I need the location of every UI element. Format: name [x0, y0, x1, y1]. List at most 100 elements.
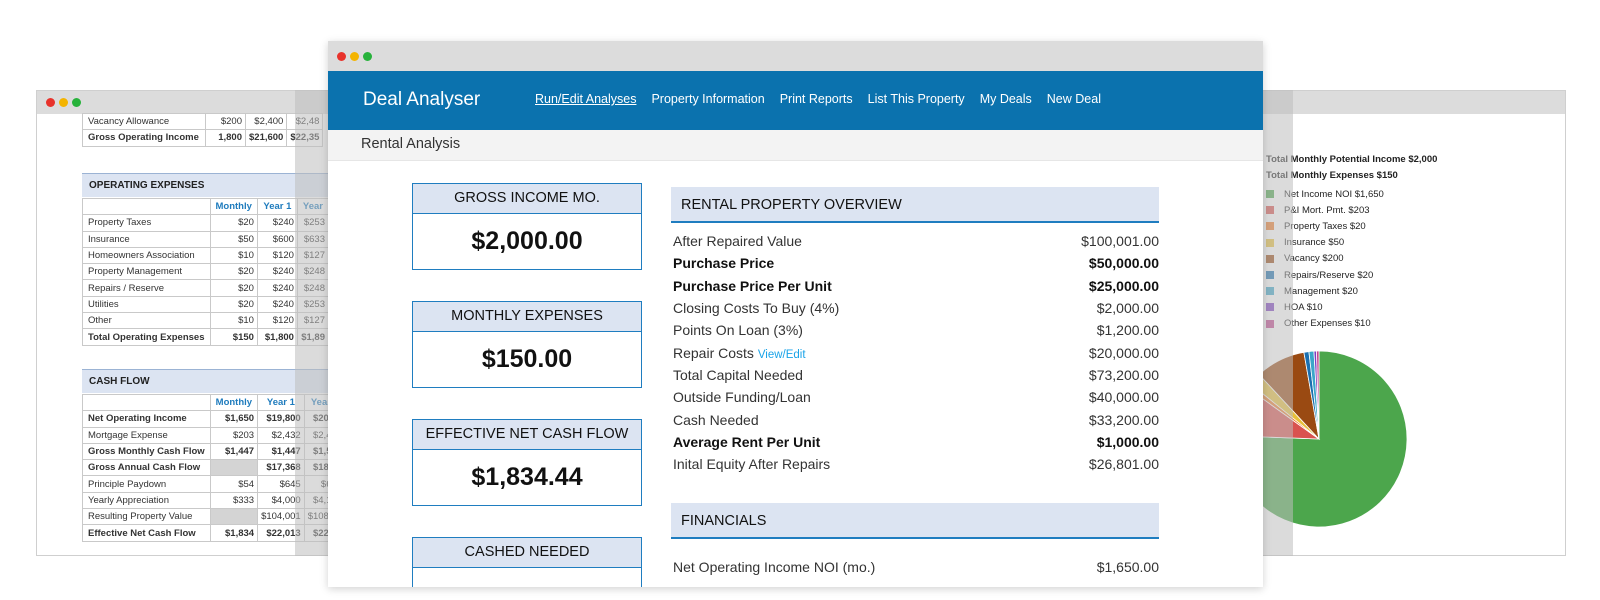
deal-analyser-window: Deal Analyser Run/Edit Analyses Property …: [328, 41, 1263, 587]
main-menu: Run/Edit Analyses Property Information Pri…: [535, 92, 1101, 106]
table-cell-label: Gross Operating Income: [82, 129, 206, 147]
row-label: Net Operating Income NOI (mo.): [673, 559, 876, 576]
legend-label: Insurance $50: [1284, 237, 1345, 249]
summary-card-title: CASHED NEEDED: [413, 538, 641, 568]
table-cell-label: Vacancy Allowance: [82, 112, 206, 131]
overview-row: Closing Costs To Buy (4%) $2,000.00: [673, 297, 1159, 319]
nav-item[interactable]: My Deals: [979, 92, 1032, 106]
page-title: Rental Analysis: [361, 136, 461, 152]
row-value: $73,200.00: [1088, 366, 1159, 383]
overview-row: Repair Costs View/Edit $20,000.00: [673, 341, 1159, 363]
nav-item[interactable]: Run/Edit Analyses: [535, 92, 637, 106]
header-blank: [82, 197, 211, 216]
overview-row: Net Operating Income NOI (mo.) $1,650.00: [673, 556, 1159, 578]
close-window-button[interactable]: [46, 98, 55, 107]
summary-card-value: $2,000.00: [471, 227, 583, 255]
table-cell-value: $120: [256, 312, 298, 330]
table-row: Homeowners Association$10$120$127: [82, 246, 330, 265]
legend-label: Repairs/Reserve $20: [1284, 269, 1374, 281]
table-cell-value: $10: [209, 246, 258, 265]
table-cell-value: $120: [256, 246, 298, 265]
table-cell-value: $54: [209, 475, 259, 493]
nav-item[interactable]: Print Reports: [779, 92, 853, 106]
legend-title-income: Total Monthly Potential Income $2,000: [1266, 154, 1438, 165]
window-titlebar: [1211, 91, 1565, 114]
table-row: Property Taxes$20$240$253: [82, 214, 330, 232]
income-table: Vacancy Allowance$200$2,400$2,48Gross Op…: [82, 112, 324, 147]
table-cell-label: Yearly Appreciation: [82, 491, 211, 510]
table-cell-label: Resulting Property Value: [82, 508, 211, 526]
summary-card: EFFECTIVE NET CASH FLOW $1,834.44: [412, 419, 642, 506]
table-cell-label: Net Operating Income: [82, 410, 211, 428]
table-cell-value: $50: [209, 230, 258, 248]
column-header: Monthly: [209, 197, 258, 216]
table-row: Vacancy Allowance$200$2,400$2,48: [82, 112, 324, 131]
row-label: Outside Funding/Loan: [673, 389, 811, 406]
summary-card-value: $150.00: [481, 345, 573, 373]
table-cell-value: $20: [209, 214, 258, 232]
table-cell-label: Property Taxes: [82, 214, 211, 232]
pie-slice: [1316, 350, 1320, 440]
legend-label: Other Expenses $10: [1284, 318, 1371, 330]
minimize-window-button[interactable]: [59, 98, 68, 107]
summary-card: GROSS INCOME MO. $2,000.00: [412, 183, 642, 270]
overview-row: Average Rent Per Unit $1,000.00: [673, 431, 1159, 453]
row-value: $1,650.00: [1096, 559, 1159, 576]
table-cell-value: $240: [256, 263, 298, 281]
overview-row: Purchase Price $50,000.00: [673, 252, 1159, 274]
table-row: Repairs / Reserve$20$240$248: [82, 279, 330, 297]
summary-card: MONTHLY EXPENSES $150.00: [412, 301, 642, 388]
maximize-window-button[interactable]: [72, 98, 81, 107]
table-cell-value: $1,834: [209, 524, 259, 542]
row-value: $50,000.00: [1088, 255, 1159, 272]
table-row: Property Management$20$240$248: [82, 263, 330, 281]
table-cell-value: $1,447: [209, 442, 259, 461]
table-cell-label: Utilities: [82, 295, 211, 314]
window-titlebar: [328, 41, 1263, 71]
legend-label: P&I Mort. Pmt. $203: [1284, 204, 1370, 216]
minimize-window-button[interactable]: [350, 52, 359, 61]
window-shadow: [1263, 90, 1293, 556]
window-shadow: [295, 90, 328, 556]
nav-item[interactable]: List This Property: [867, 92, 965, 106]
legend-title-expenses: Total Monthly Expenses $150: [1266, 170, 1398, 181]
table-cell-value: $200: [205, 112, 246, 131]
close-window-button[interactable]: [337, 52, 346, 61]
row-value: $1,000.00: [1096, 433, 1159, 450]
row-value: $40,000.00: [1088, 389, 1159, 406]
table-cell-label: Effective Net Cash Flow: [82, 524, 211, 542]
column-header: Year 1: [256, 197, 298, 216]
row-value: $26,801.00: [1088, 456, 1159, 473]
table-cell-value: $20: [209, 263, 258, 281]
table-cell-value: $203: [209, 426, 259, 444]
table-cell-label: Mortgage Expense: [82, 426, 211, 444]
row-value: $100,001.00: [1081, 233, 1159, 250]
legend-label: Net Income NOI $1,650: [1284, 188, 1384, 200]
table-cell-value: $2,400: [244, 112, 288, 131]
financials-list: Net Operating Income NOI (mo.) $1,650.00: [673, 556, 1159, 578]
table-cell-label: Total Operating Expenses: [82, 328, 211, 346]
table-cell-value: $600: [256, 230, 298, 248]
table-row: Insurance$50$600$633: [82, 230, 330, 248]
view-edit-link[interactable]: View/Edit: [757, 348, 806, 361]
table-cell-label: Gross Monthly Cash Flow: [82, 442, 211, 461]
table-cell-value: $1,650: [209, 410, 259, 428]
table-cell-value: $20: [209, 279, 258, 297]
legend-label: Vacancy $200: [1284, 253, 1344, 265]
app-brand[interactable]: Deal Analyser: [363, 89, 481, 110]
row-label: Purchase Price Per Unit: [673, 277, 832, 294]
summary-card-title: MONTHLY EXPENSES: [413, 302, 641, 332]
overview-row: Total Capital Needed $73,200.00: [673, 364, 1159, 386]
top-navbar: Deal Analyser Run/Edit Analyses Property …: [328, 71, 1263, 130]
row-label: Purchase Price: [673, 255, 775, 272]
nav-item[interactable]: New Deal: [1046, 92, 1101, 106]
maximize-window-button[interactable]: [363, 52, 372, 61]
table-cell-value: $10: [209, 312, 258, 330]
table-cell-value: $240: [256, 214, 298, 232]
row-label: After Repaired Value: [673, 233, 802, 250]
table-cell-label: Gross Annual Cash Flow: [82, 459, 211, 477]
summary-card: CASHED NEEDED: [412, 537, 642, 587]
nav-item[interactable]: Property Information: [651, 92, 765, 106]
header-blank: [82, 393, 211, 412]
